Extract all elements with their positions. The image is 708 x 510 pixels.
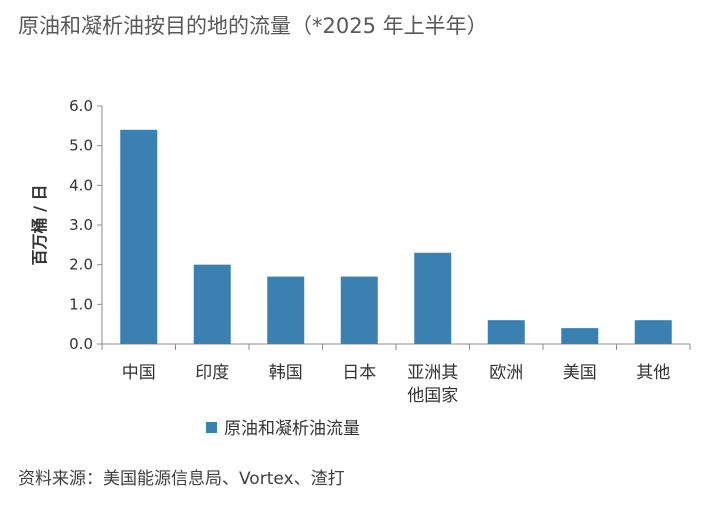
chart-title: 原油和凝析油按目的地的流量（*2025 年上半年）: [18, 14, 488, 38]
bar: [561, 328, 599, 344]
x-tick-label: 其他: [636, 363, 670, 383]
x-tick-label-line: 印度: [195, 363, 229, 383]
x-tick-label-line: 亚洲其: [407, 363, 458, 383]
bar: [340, 276, 378, 344]
bar: [634, 320, 672, 344]
bar: [120, 129, 158, 344]
bar: [193, 264, 231, 344]
y-tick-label: 5.0: [69, 137, 93, 155]
x-tick-label-line: 日本: [342, 363, 376, 383]
x-tick-label: 美国: [563, 363, 597, 383]
x-tick-label: 印度: [195, 363, 229, 383]
y-axis-title: 百万桶 / 日: [30, 185, 49, 266]
y-tick-label: 3.0: [69, 216, 93, 234]
y-tick-label: 6.0: [69, 97, 93, 115]
x-tick-label-line: 欧洲: [489, 363, 523, 383]
x-tick-label: 日本: [342, 363, 376, 383]
y-tick-label: 1.0: [69, 295, 93, 313]
x-tick-label-line: 美国: [563, 363, 597, 383]
bar: [414, 252, 452, 344]
x-tick-label: 亚洲其他国家: [407, 363, 458, 406]
source-note: 资料来源：美国能源信息局、Vortex、渣打: [18, 469, 345, 489]
legend-swatch: [206, 422, 217, 433]
y-axis: 0.0 1.0 2.0 3.0 4.0 5.0 6.0: [69, 97, 103, 353]
y-tick-label: 2.0: [69, 256, 93, 274]
bar: [487, 320, 525, 344]
bars: [120, 129, 672, 344]
x-axis: 中国 印度 韩国 日本 亚洲其他国家 欧洲 美国 其他: [101, 343, 691, 406]
legend: 原油和凝析油流量: [206, 419, 360, 439]
x-tick-label: 中国: [122, 363, 156, 383]
x-tick-label: 韩国: [269, 363, 303, 383]
bar: [267, 276, 305, 344]
x-tick-label-line: 韩国: [269, 363, 303, 383]
y-tick-label: 4.0: [69, 176, 93, 194]
x-tick-label-line: 他国家: [407, 386, 458, 406]
legend-label: 原油和凝析油流量: [224, 419, 360, 439]
x-tick-label-line: 中国: [122, 363, 156, 383]
x-tick-label: 欧洲: [489, 363, 523, 383]
y-tick-label: 0.0: [69, 335, 93, 353]
x-tick-label-line: 其他: [636, 363, 670, 383]
